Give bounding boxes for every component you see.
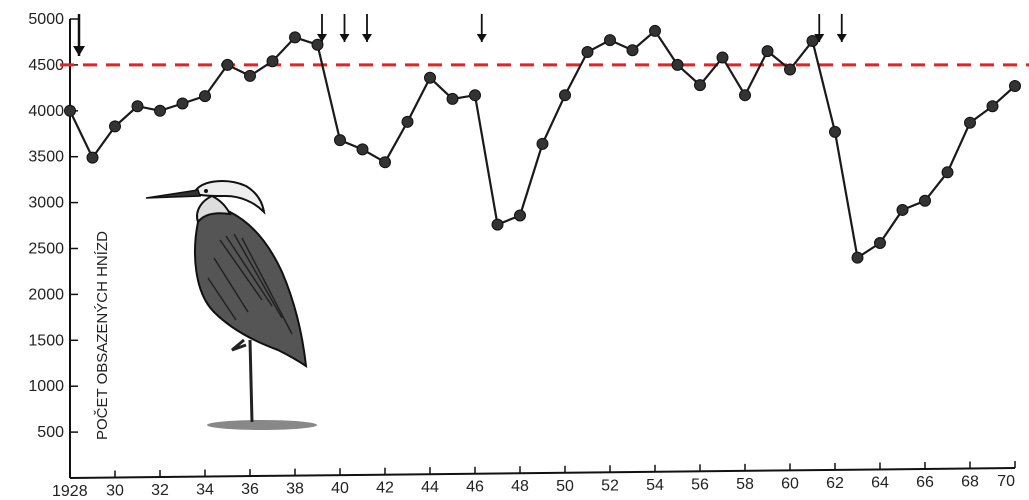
y-tick-label: 4500: [28, 57, 64, 74]
heron-neck: [196, 194, 232, 225]
y-tick-label: 3500: [28, 149, 64, 166]
event-arrow-head: [814, 34, 825, 42]
data-point: [559, 89, 571, 102]
x-tick-label: 40: [331, 480, 349, 497]
x-tick-label: 46: [466, 479, 484, 496]
axes: 500 1000 1500 2000 2500 3000 3500 4000 4500 5000 1…: [28, 11, 1016, 500]
data-point: [739, 89, 751, 102]
data-point: [334, 134, 346, 147]
data-point: [356, 143, 369, 156]
data-point: [716, 51, 729, 64]
x-tick-label: 44: [421, 479, 439, 496]
x-axis-line: [69, 467, 1016, 479]
data-point: [86, 151, 99, 164]
data-point: [761, 45, 774, 58]
data-point: [131, 100, 144, 113]
x-tick-label: 48: [511, 478, 529, 495]
y-tick-label: 500: [37, 424, 64, 441]
data-point: [289, 31, 301, 44]
x-tick-label: 68: [961, 473, 979, 490]
x-tick-label: 66: [916, 474, 934, 491]
x-tick-label: 34: [196, 482, 214, 499]
data-point: [491, 218, 504, 231]
x-tick-label: 30: [106, 483, 124, 500]
data-point: [199, 90, 211, 103]
x-tick-label: 62: [826, 475, 844, 492]
heron-ground-shadow: [207, 420, 317, 430]
data-point: [154, 104, 166, 117]
heron-beak: [145, 189, 202, 199]
data-point: [941, 166, 954, 179]
data-point: [424, 71, 436, 84]
arrow-layer: [73, 14, 847, 56]
x-tick-label: 32: [151, 482, 169, 499]
data-point: [919, 194, 931, 207]
y-axis-label: POČET OBSAZENÝCH HNÍZD: [94, 231, 111, 440]
data-point: [829, 125, 841, 138]
data-point: [379, 156, 391, 169]
data-point: [649, 24, 661, 37]
data-point: [514, 209, 526, 222]
data-point: [806, 35, 819, 48]
x-tick-label: 50: [556, 478, 574, 495]
data-point: [401, 115, 414, 128]
x-tick-label: 64: [871, 474, 889, 491]
y-tick-label: 2000: [28, 286, 64, 303]
event-arrow-head: [476, 34, 487, 42]
data-point: [986, 100, 999, 113]
y-tick-label: 1500: [28, 332, 64, 349]
data-point: [244, 69, 256, 82]
heron-legs: [231, 338, 254, 423]
heron-eye: [204, 189, 208, 193]
x-tick-label: 52: [601, 477, 619, 494]
data-point: [221, 58, 234, 71]
series-layer: [64, 24, 1021, 264]
event-arrow-head: [362, 34, 372, 42]
data-point: [581, 46, 594, 59]
data-point: [851, 251, 864, 264]
heron-head: [195, 180, 266, 215]
y-tick-label: 4000: [28, 103, 64, 120]
heron-body: [194, 207, 308, 369]
heron-illustration: [145, 180, 317, 430]
x-tick-label: 60: [781, 475, 799, 492]
y-tick-label: 1000: [28, 378, 64, 395]
data-point: [536, 137, 549, 150]
event-arrow-head: [339, 34, 350, 42]
x-tick-label: 58: [736, 476, 754, 493]
x-tick-label: 56: [691, 476, 709, 493]
data-point: [311, 38, 324, 51]
data-point: [694, 79, 706, 92]
x-tick-label: 36: [241, 481, 259, 498]
data-point: [446, 92, 459, 105]
data-point: [896, 203, 909, 216]
data-point: [1009, 80, 1021, 93]
y-tick-label: 2500: [28, 241, 64, 258]
data-point: [784, 63, 796, 76]
data-point: [64, 104, 76, 117]
data-point: [604, 34, 616, 47]
y-tick-label: 3000: [28, 195, 64, 212]
event-arrow-head: [73, 46, 85, 56]
data-point: [671, 58, 684, 71]
data-point: [266, 55, 279, 68]
data-point: [176, 97, 189, 110]
y-axis-title: POČET OBSAZENÝCH HNÍZD: [94, 231, 111, 440]
data-point: [109, 120, 121, 133]
x-tick-label: 38: [286, 481, 304, 498]
data-point: [874, 236, 886, 249]
event-arrow-head: [317, 34, 327, 42]
y-tick-label: 5000: [28, 11, 64, 28]
x-tick-label: 54: [646, 477, 664, 494]
data-point: [469, 89, 481, 102]
x-tick-label: 42: [376, 480, 394, 497]
x-tick-label: 1928: [52, 483, 88, 500]
data-point: [964, 116, 976, 129]
heron-wing-feathers: [207, 233, 293, 335]
event-arrow-head: [836, 34, 847, 42]
data-point: [626, 44, 639, 57]
x-tick-label: 70: [997, 473, 1015, 490]
